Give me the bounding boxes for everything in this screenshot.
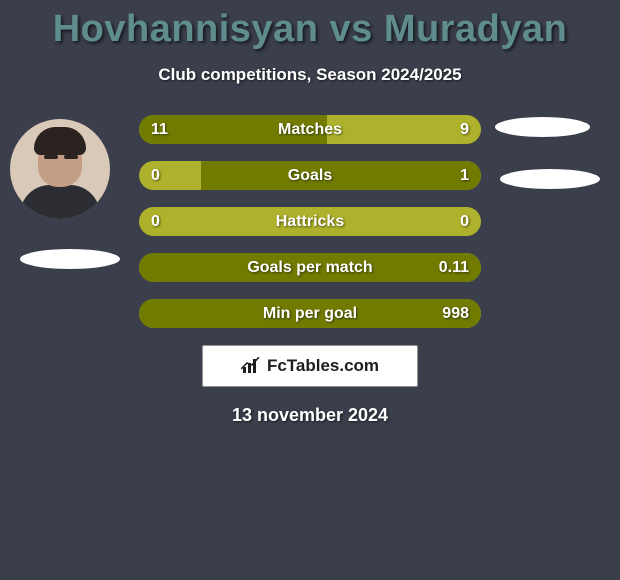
stat-label: Hattricks <box>139 207 481 236</box>
stat-bars: 11 Matches 9 0 Goals 1 0 Hattricks 0 Goa… <box>139 115 481 328</box>
stat-right-value: 1 <box>448 161 481 190</box>
stat-bar-goals: 0 Goals 1 <box>139 161 481 190</box>
player2-club-oval <box>500 169 600 189</box>
comparison-main: 11 Matches 9 0 Goals 1 0 Hattricks 0 Goa… <box>0 115 620 426</box>
stat-right-value: 998 <box>430 299 481 328</box>
date-text: 13 november 2024 <box>0 405 620 426</box>
stat-bar-hattricks: 0 Hattricks 0 <box>139 207 481 236</box>
stat-right-value: 9 <box>448 115 481 144</box>
stat-bar-min-per-goal: Min per goal 998 <box>139 299 481 328</box>
chart-icon <box>241 357 261 375</box>
stat-bar-matches: 11 Matches 9 <box>139 115 481 144</box>
brand-text: FcTables.com <box>267 356 379 376</box>
comparison-title: Hovhannisyan vs Muradyan <box>0 0 620 51</box>
brand-box: FcTables.com <box>202 345 418 387</box>
player2-avatar-oval <box>495 117 590 137</box>
player1-avatar <box>10 119 110 219</box>
subtitle: Club competitions, Season 2024/2025 <box>0 65 620 85</box>
stat-bar-goals-per-match: Goals per match 0.11 <box>139 253 481 282</box>
stat-right-value: 0.11 <box>427 253 481 282</box>
player1-club-oval <box>20 249 120 269</box>
player2-name: Muradyan <box>384 8 567 50</box>
stat-label: Goals <box>139 161 481 190</box>
stat-label: Matches <box>139 115 481 144</box>
player1-name: Hovhannisyan <box>53 8 319 50</box>
stat-right-value: 0 <box>448 207 481 236</box>
vs-label: vs <box>329 8 372 50</box>
